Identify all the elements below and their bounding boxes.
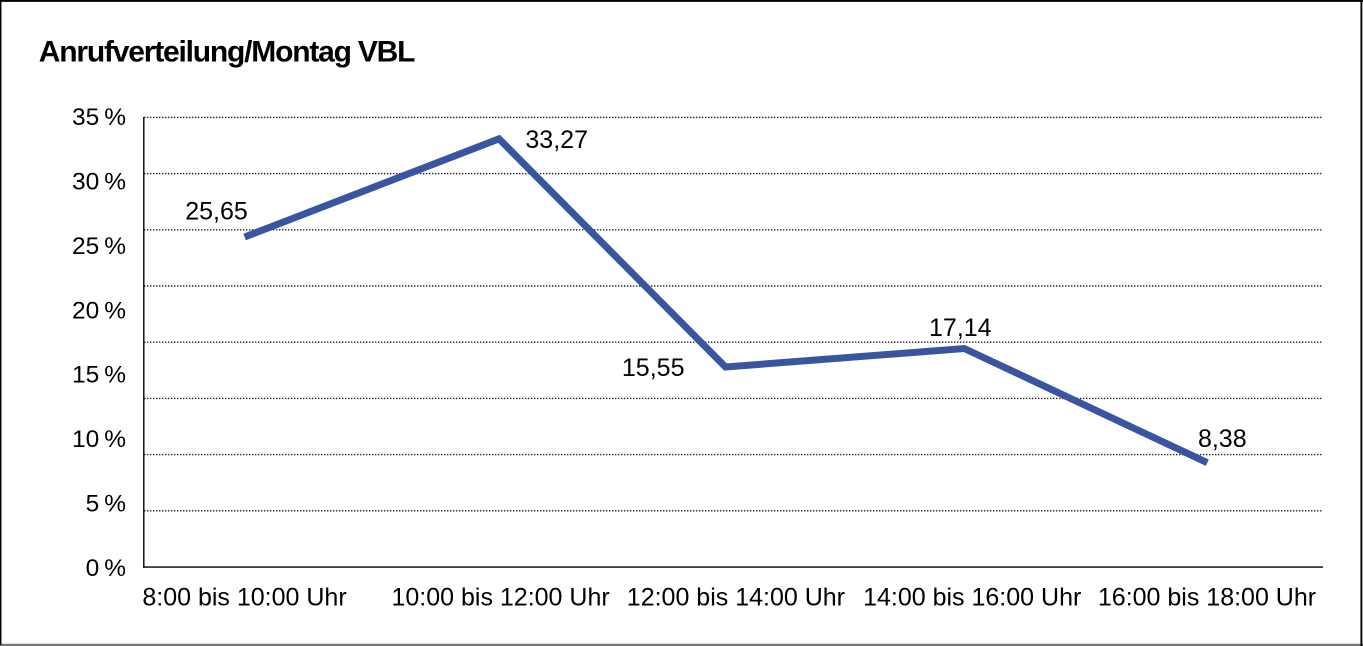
svg-text:15,55: 15,55	[622, 354, 685, 382]
svg-text:16:00 bis 18:00 Uhr: 16:00 bis 18:00 Uhr	[1098, 584, 1316, 612]
svg-text:Anrufverteilung/Montag VBL: Anrufverteilung/Montag VBL	[39, 35, 415, 68]
svg-text:15 %: 15 %	[72, 362, 126, 389]
svg-text:12:00 bis 14:00 Uhr: 12:00 bis 14:00 Uhr	[627, 584, 845, 612]
svg-text:8,38: 8,38	[1198, 425, 1247, 453]
svg-text:0 %: 0 %	[86, 555, 126, 582]
svg-text:20 %: 20 %	[72, 297, 126, 324]
svg-text:25,65: 25,65	[185, 197, 248, 225]
svg-text:30 %: 30 %	[72, 168, 126, 195]
svg-text:35 %: 35 %	[72, 104, 126, 131]
svg-text:8:00 bis 10:00 Uhr: 8:00 bis 10:00 Uhr	[142, 584, 346, 612]
svg-text:10 %: 10 %	[72, 426, 126, 453]
svg-text:17,14: 17,14	[929, 314, 992, 342]
svg-text:25 %: 25 %	[72, 233, 126, 260]
svg-text:10:00 bis 12:00 Uhr: 10:00 bis 12:00 Uhr	[391, 584, 609, 612]
svg-text:5 %: 5 %	[86, 491, 126, 518]
svg-text:33,27: 33,27	[525, 126, 588, 154]
svg-text:14:00 bis 16:00 Uhr: 14:00 bis 16:00 Uhr	[863, 584, 1081, 612]
